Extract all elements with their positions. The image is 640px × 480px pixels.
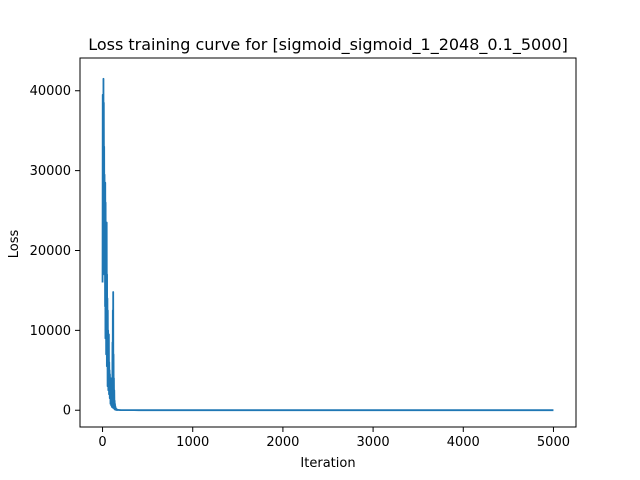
x-tick-label: 1000 (176, 435, 209, 450)
chart-title: Loss training curve for [sigmoid_sigmoid… (88, 35, 568, 55)
series-line-0 (101, 77, 554, 412)
x-tick-label: 5000 (537, 435, 570, 450)
axes-layer: 0 1000 2000 3000 4000 5000 0 10000 20000 30000 400… (30, 57, 577, 450)
plot-layer (101, 77, 554, 412)
y-tick-label: 20000 (30, 244, 71, 259)
plot-frame (79, 57, 577, 428)
x-tick-label: 2000 (266, 435, 299, 450)
y-tick-label: 40000 (30, 84, 71, 99)
y-axis-title: Loss (7, 230, 22, 259)
y-tick-label: 30000 (30, 164, 71, 179)
x-tick-label: 4000 (447, 435, 480, 450)
y-tick-label: 10000 (30, 324, 71, 339)
x-tick-label: 3000 (357, 435, 390, 450)
x-axis-title: Iteration (300, 456, 355, 471)
x-tick-label: 0 (98, 435, 106, 450)
y-tick-label: 0 (63, 404, 71, 419)
